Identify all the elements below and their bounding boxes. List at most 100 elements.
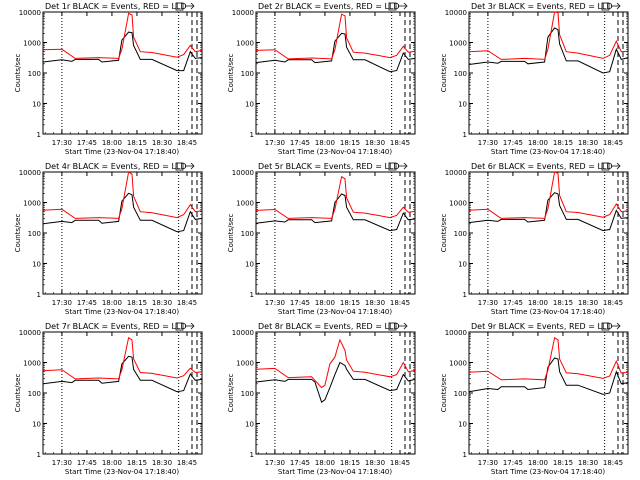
y-tick-label: 1000 xyxy=(449,40,467,48)
x-tick-label: 18:30 xyxy=(578,299,598,307)
y-axis-label: Counts/sec xyxy=(227,214,235,253)
x-tick-label: 17:45 xyxy=(77,139,97,147)
x-tick-label: 18:30 xyxy=(578,139,598,147)
x-axis-label: Start Time (23-Nov-04 17:18:40) xyxy=(491,308,605,316)
flag-box-marker xyxy=(388,322,397,331)
detector-panel: Det 1r BLACK = Events, RED = LLD 1 10 100 10… xyxy=(14,2,203,156)
y-tick-label: 10 xyxy=(32,421,41,429)
x-tick-label: 17:30 xyxy=(478,299,498,307)
x-tick-label: 18:45 xyxy=(390,139,410,147)
x-tick-label: 18:30 xyxy=(365,459,385,467)
x-tick-label: 18:00 xyxy=(528,299,548,307)
y-axis-label: Counts/sec xyxy=(14,54,22,93)
y-tick-label: 100 xyxy=(454,70,467,78)
detector-panel: Det 9r BLACK = Events, RED = LLD 1 10 100 10… xyxy=(440,322,629,476)
lld-series-line xyxy=(42,12,203,59)
x-axis-label: Start Time (23-Nov-04 17:18:40) xyxy=(65,308,179,316)
x-tick-label: 17:30 xyxy=(478,139,498,147)
events-series-line xyxy=(255,193,416,232)
x-tick-label: 17:45 xyxy=(503,459,523,467)
y-tick-label: 1000 xyxy=(236,200,254,208)
events-series-line xyxy=(42,355,203,393)
y-tick-label: 10000 xyxy=(445,329,467,337)
lld-series-line xyxy=(468,11,629,60)
panel-title: Det 3r BLACK = Events, RED = LLD xyxy=(471,2,613,11)
y-tick-label: 10000 xyxy=(445,9,467,17)
y-tick-label: 100 xyxy=(241,390,254,398)
flag-arrow-marker xyxy=(398,322,408,330)
x-tick-label: 18:00 xyxy=(102,459,122,467)
x-tick-label: 17:30 xyxy=(265,299,285,307)
plot-frame xyxy=(468,171,629,295)
lld-series-line xyxy=(468,336,629,381)
x-axis-label: Start Time (23-Nov-04 17:18:40) xyxy=(65,148,179,156)
plot-frame xyxy=(255,331,416,455)
events-series-line xyxy=(42,192,203,233)
x-tick-label: 18:00 xyxy=(315,299,335,307)
y-tick-label: 1000 xyxy=(236,360,254,368)
x-axis-label: Start Time (23-Nov-04 17:18:40) xyxy=(278,468,392,476)
x-axis-label: Start Time (23-Nov-04 17:18:40) xyxy=(278,148,392,156)
detector-panel: Det 6r BLACK = Events, RED = LLD 1 10 100 10… xyxy=(440,162,629,316)
detector-panel: Det 2r BLACK = Events, RED = LLD 1 10 100 10… xyxy=(227,2,416,156)
x-tick-label: 18:45 xyxy=(177,299,197,307)
panel-title: Det 8r BLACK = Events, RED = LLD xyxy=(258,322,400,331)
y-tick-label: 1 xyxy=(463,291,467,299)
x-tick-label: 17:30 xyxy=(52,459,72,467)
flag-arrow-marker xyxy=(611,162,621,170)
y-axis-label: Counts/sec xyxy=(440,374,448,413)
y-tick-label: 10 xyxy=(245,101,254,109)
y-tick-label: 10 xyxy=(245,421,254,429)
y-tick-label: 1 xyxy=(250,451,254,459)
detector-panel: Det 4r BLACK = Events, RED = LLD 1 10 100 10… xyxy=(14,162,203,316)
y-tick-label: 10000 xyxy=(232,329,254,337)
y-tick-label: 1 xyxy=(37,131,41,139)
y-tick-label: 1 xyxy=(250,291,254,299)
detector-panel: Det 3r BLACK = Events, RED = LLD 1 10 100 10… xyxy=(440,2,629,156)
x-axis-label: Start Time (23-Nov-04 17:18:40) xyxy=(65,468,179,476)
y-tick-label: 10000 xyxy=(232,9,254,17)
plot-frame xyxy=(255,171,416,295)
y-axis-label: Counts/sec xyxy=(227,54,235,93)
x-tick-label: 18:30 xyxy=(152,139,172,147)
y-tick-label: 1000 xyxy=(449,200,467,208)
x-tick-label: 17:30 xyxy=(52,299,72,307)
x-tick-label: 18:30 xyxy=(152,299,172,307)
panel-title: Det 9r BLACK = Events, RED = LLD xyxy=(471,322,613,331)
x-axis-label: Start Time (23-Nov-04 17:18:40) xyxy=(491,468,605,476)
x-tick-label: 18:30 xyxy=(578,459,598,467)
x-tick-label: 18:00 xyxy=(315,459,335,467)
detector-panel: Det 5r BLACK = Events, RED = LLD 1 10 100 10… xyxy=(227,162,416,316)
lld-series-line xyxy=(42,336,203,380)
x-tick-label: 18:15 xyxy=(127,459,147,467)
y-tick-label: 100 xyxy=(28,390,41,398)
plot-frame xyxy=(42,11,203,135)
x-tick-label: 18:00 xyxy=(102,299,122,307)
x-tick-label: 18:00 xyxy=(102,139,122,147)
y-tick-label: 1000 xyxy=(449,360,467,368)
flag-arrow-marker xyxy=(185,162,195,170)
x-tick-label: 18:15 xyxy=(127,139,147,147)
x-tick-label: 18:45 xyxy=(390,299,410,307)
x-tick-label: 18:30 xyxy=(152,459,172,467)
lld-series-line xyxy=(255,338,416,389)
x-tick-label: 17:45 xyxy=(290,299,310,307)
y-tick-label: 100 xyxy=(28,230,41,238)
flag-arrow-marker xyxy=(185,322,195,330)
flag-box-marker xyxy=(175,162,184,171)
y-tick-label: 1 xyxy=(37,291,41,299)
y-tick-label: 1000 xyxy=(236,40,254,48)
lld-series-line xyxy=(255,175,416,219)
x-tick-label: 17:45 xyxy=(77,459,97,467)
y-tick-label: 10 xyxy=(32,261,41,269)
flag-box-marker xyxy=(175,322,184,331)
panel-title: Det 7r BLACK = Events, RED = LLD xyxy=(45,322,187,331)
x-axis-label: Start Time (23-Nov-04 17:18:40) xyxy=(491,148,605,156)
x-tick-label: 18:00 xyxy=(315,139,335,147)
x-tick-label: 18:15 xyxy=(127,299,147,307)
x-tick-label: 18:00 xyxy=(528,139,548,147)
x-tick-label: 17:30 xyxy=(265,459,285,467)
events-series-line xyxy=(468,192,629,232)
x-tick-label: 18:30 xyxy=(365,299,385,307)
y-tick-label: 100 xyxy=(454,230,467,238)
